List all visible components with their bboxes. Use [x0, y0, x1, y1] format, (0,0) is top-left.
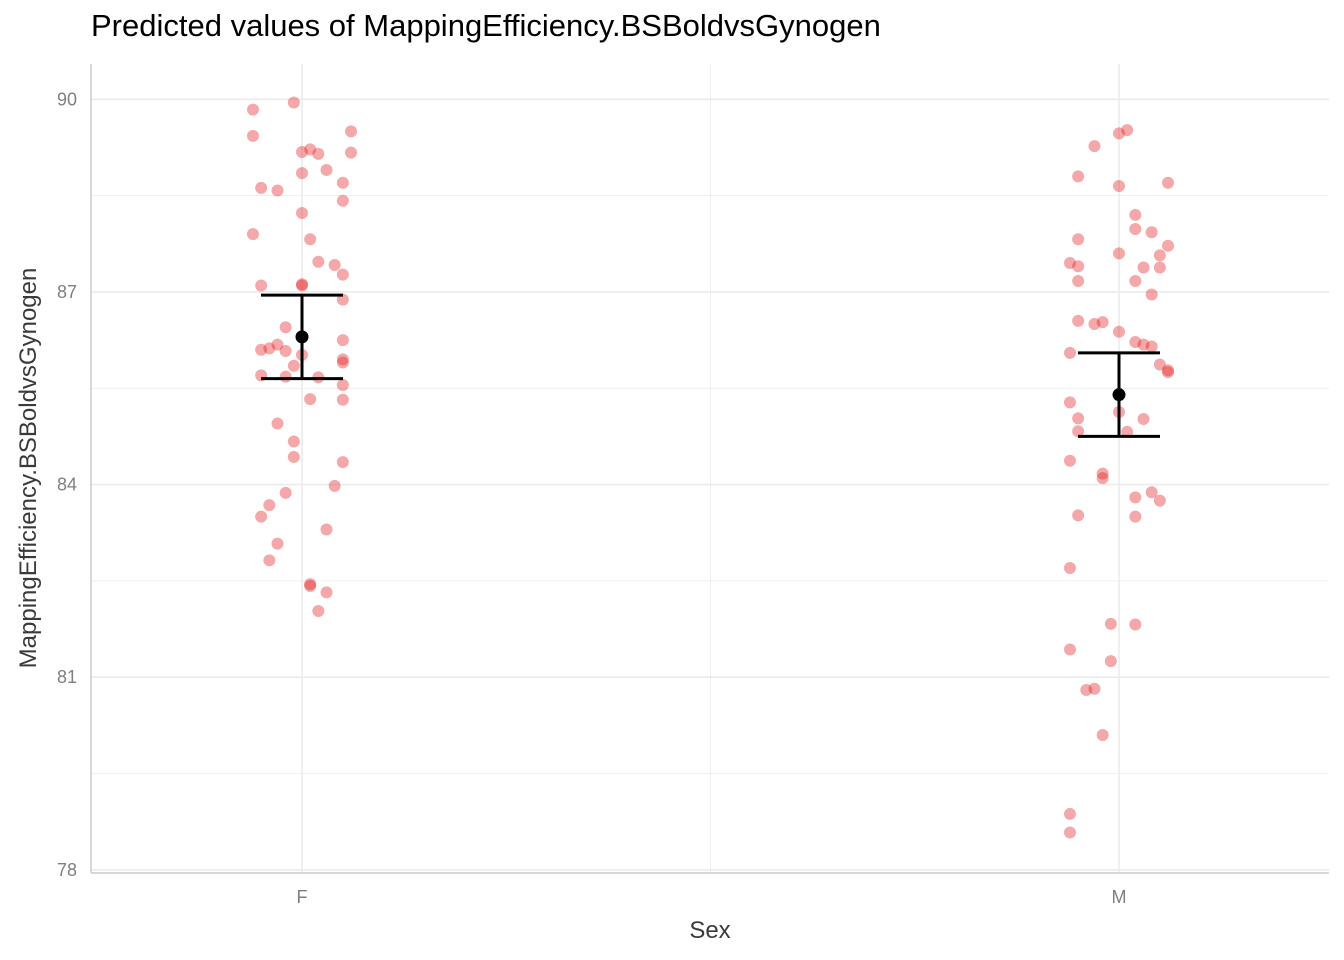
raw-data-point [1105, 618, 1117, 630]
raw-data-point [1113, 127, 1125, 139]
raw-data-point [312, 148, 324, 160]
y-axis-title: MappingEfficiency.BSBoldvsGynogen [15, 268, 42, 669]
raw-data-point [1162, 240, 1174, 252]
raw-data-point [1138, 262, 1150, 274]
raw-data-point [1072, 170, 1084, 182]
x-axis-title: Sex [689, 917, 730, 944]
raw-data-point [337, 269, 349, 281]
raw-data-point [1097, 472, 1109, 484]
raw-data-point [1072, 260, 1084, 272]
raw-data-point [288, 97, 300, 109]
raw-data-point [1088, 683, 1100, 695]
raw-data-point [1064, 347, 1076, 359]
raw-data-point [1162, 177, 1174, 189]
raw-data-point [1105, 655, 1117, 667]
raw-data-point [1113, 326, 1125, 338]
raw-data-point [304, 393, 316, 405]
raw-data-point [263, 554, 275, 566]
raw-data-point [337, 394, 349, 406]
raw-data-point [247, 130, 259, 142]
raw-data-point [1064, 396, 1076, 408]
raw-data-point [345, 125, 357, 137]
raw-data-point [1138, 413, 1150, 425]
raw-data-point [337, 195, 349, 207]
raw-data-point [296, 167, 308, 179]
raw-data-point [1072, 509, 1084, 521]
raw-data-point [329, 259, 341, 271]
raw-data-point [296, 280, 308, 292]
raw-data-point [288, 436, 300, 448]
y-tick-label: 87 [57, 282, 77, 302]
raw-data-point [1072, 233, 1084, 245]
raw-data-point [1162, 366, 1174, 378]
raw-data-point [288, 360, 300, 372]
raw-data-point [1129, 619, 1141, 631]
raw-data-point [255, 511, 267, 523]
raw-data-point [280, 345, 292, 357]
raw-data-point [329, 480, 341, 492]
raw-data-point [1064, 808, 1076, 820]
raw-data-point [337, 357, 349, 369]
raw-data-point [321, 523, 333, 535]
raw-data-point [321, 586, 333, 598]
raw-data-point [271, 538, 283, 550]
raw-data-point [1129, 223, 1141, 235]
raw-data-point [263, 342, 275, 354]
raw-data-point [1154, 249, 1166, 261]
raw-data-point [280, 321, 292, 333]
raw-data-point [337, 456, 349, 468]
raw-data-point [1097, 316, 1109, 328]
predicted-value-point [296, 330, 309, 343]
raw-data-point [296, 207, 308, 219]
tick-labels-layer: 78 81 84 87 90 F M [57, 89, 1127, 907]
y-tick-label: 90 [57, 89, 77, 109]
raw-data-point [1113, 247, 1125, 259]
raw-data-point [304, 233, 316, 245]
y-tick-label: 84 [57, 475, 77, 495]
raw-data-point [1097, 729, 1109, 741]
y-tick-label: 81 [57, 667, 77, 687]
raw-data-point [1072, 315, 1084, 327]
raw-data-point [271, 184, 283, 196]
raw-data-point [1064, 455, 1076, 467]
predicted-value-point [1113, 388, 1126, 401]
raw-data-point [271, 418, 283, 430]
raw-data-point [1129, 275, 1141, 287]
raw-data-point [1113, 180, 1125, 192]
raw-data-point [1088, 140, 1100, 152]
raw-data-point [288, 451, 300, 463]
raw-data-point [1064, 827, 1076, 839]
raw-data-point [345, 147, 357, 159]
raw-data-point [247, 104, 259, 116]
raw-data-point [1146, 289, 1158, 301]
raw-data-point [1129, 491, 1141, 503]
raw-data-point [255, 280, 267, 292]
raw-data-point [280, 371, 292, 383]
x-tick-label: F [297, 887, 308, 907]
raw-data-point [1154, 262, 1166, 274]
raw-data-point [337, 379, 349, 391]
raw-data-point [1064, 562, 1076, 574]
raw-data-point [304, 578, 316, 590]
raw-data-point [1072, 412, 1084, 424]
raw-data-point [1072, 275, 1084, 287]
raw-data-point [321, 164, 333, 176]
raw-data-point [312, 256, 324, 268]
raw-data-point [1129, 209, 1141, 221]
raw-data-point [263, 499, 275, 511]
raw-data-point [337, 334, 349, 346]
raw-data-point [280, 487, 292, 499]
raw-data-point [1129, 511, 1141, 523]
raw-data-point [312, 605, 324, 617]
raw-data-point [1154, 495, 1166, 507]
raw-data-point [1146, 226, 1158, 238]
raw-data-point [337, 177, 349, 189]
raw-data-point [247, 228, 259, 240]
x-tick-label: M [1112, 887, 1127, 907]
y-tick-label: 78 [57, 860, 77, 880]
raw-data-point [1064, 644, 1076, 656]
raw-data-point [1146, 341, 1158, 353]
raw-data-point [255, 182, 267, 194]
